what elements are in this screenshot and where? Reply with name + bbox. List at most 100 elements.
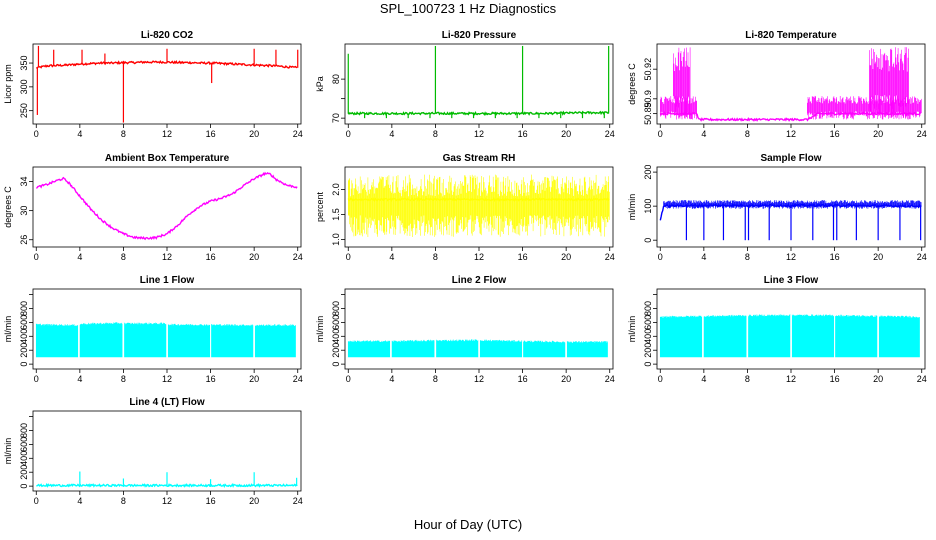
panel-5-title: Gas Stream RH xyxy=(443,153,516,164)
panel-2-ylabel: kPa xyxy=(315,76,325,92)
panel-2-title: Li-820 Pressure xyxy=(442,30,517,41)
panel-7-area xyxy=(35,322,296,358)
panel-2-xtick-label-3: 8 xyxy=(433,129,438,139)
panel-9-xtick-label-4: 12 xyxy=(786,374,796,384)
panel-9-area xyxy=(659,314,920,358)
panel-2-ytick-label-3: 80 xyxy=(331,74,341,84)
panel-9-xtick-label-2: 4 xyxy=(701,374,706,384)
panel-6-xtick-label-4: 12 xyxy=(786,252,796,262)
panel-6-data xyxy=(659,200,922,241)
panel-4-xtick-label-5: 16 xyxy=(206,252,216,262)
panel-9-ytick-label-2: 200 xyxy=(643,343,653,358)
panel-8-xtick-label-4: 12 xyxy=(474,374,484,384)
panel-4-xtick-label-4: 12 xyxy=(162,252,172,262)
panel-7-xtick-label-6: 20 xyxy=(249,374,259,384)
panel-4-title: Ambient Box Temperature xyxy=(105,153,230,164)
panel-3-ytick-label-1: 50.89 xyxy=(643,102,653,125)
panel-8-xtick-label-2: 4 xyxy=(389,374,394,384)
panel-1-ytick-label-3: 350 xyxy=(19,56,29,71)
panel-10-ylabel: ml/min xyxy=(3,438,13,465)
panel-9-ytick-label-1: 0 xyxy=(643,362,653,367)
panel-3-noise-band xyxy=(807,95,922,120)
panel-3-noise-band xyxy=(673,47,691,119)
panel-3-xtick-label-7: 24 xyxy=(917,129,927,139)
panel-10-xtick-label-6: 20 xyxy=(249,496,259,506)
panel-4: Ambient Box Temperature degrees C 0 4 8 12 16 2… xyxy=(3,153,303,262)
panel-1-xtick-label-2: 4 xyxy=(77,129,82,139)
panel-2: Li-820 Pressure kPa 0 4 8 12 16 20 24 70 80 xyxy=(315,30,615,139)
panel-4-series-line xyxy=(35,171,298,241)
panel-6-xtick-label-6: 20 xyxy=(873,252,883,262)
panel-6-xtick-label-1: 0 xyxy=(658,252,663,262)
panel-9-ytick-label-5: 800 xyxy=(643,301,653,316)
panel-8-xtick-label-5: 16 xyxy=(518,374,528,384)
panel-4-ytick-label-1: 26 xyxy=(19,235,29,245)
panel-8-xtick-label-3: 8 xyxy=(433,374,438,384)
panel-8-ytick-label-2: 200 xyxy=(331,343,341,358)
panel-2-xtick-label-4: 12 xyxy=(474,129,484,139)
panel-9-ytick-label-3: 400 xyxy=(643,329,653,344)
panel-10-xtick-label-2: 4 xyxy=(77,496,82,506)
panel-7-ytick-label-3: 400 xyxy=(19,329,29,344)
panel-1-xtick-label-1: 0 xyxy=(34,129,39,139)
panel-5-ytick-label-3: 2.0 xyxy=(331,183,341,196)
panel-9-xtick-label-3: 8 xyxy=(745,374,750,384)
panel-3-xtick-label-3: 8 xyxy=(745,129,750,139)
panel-2-xtick-label-5: 16 xyxy=(518,129,528,139)
panel-2-xtick-label-1: 0 xyxy=(346,129,351,139)
x-axis-caption: Hour of Day (UTC) xyxy=(413,517,523,532)
panel-8: Line 2 Flow ml/min 0 4 8 12 16 20 24 0 20040060080… xyxy=(315,275,615,384)
panel-9-xtick-label-7: 24 xyxy=(917,374,927,384)
panel-6-ytick-label-1: 0 xyxy=(643,238,653,243)
panel-1-series-line xyxy=(35,59,298,70)
panel-10-ytick-label-4: 600 xyxy=(19,437,29,452)
panel-9-xtick-label-5: 16 xyxy=(830,374,840,384)
panel-4-data xyxy=(35,171,298,241)
panel-6-xtick-label-2: 4 xyxy=(701,252,706,262)
panel-8-ytick-label-4: 600 xyxy=(331,315,341,330)
panel-6-xtick-label-3: 8 xyxy=(745,252,750,262)
panel-1-xtick-label-6: 20 xyxy=(249,129,259,139)
panel-7: Line 1 Flow ml/min 0 4 8 12 16 20 24 0 20040060080… xyxy=(3,275,303,384)
panel-7-xtick-label-7: 24 xyxy=(293,374,303,384)
panel-6-ytick-label-2: 100 xyxy=(643,199,653,214)
panel-4-xtick-label-1: 0 xyxy=(34,252,39,262)
panel-7-ytick-label-4: 600 xyxy=(19,315,29,330)
panel-1-title: Li-820 CO2 xyxy=(141,30,194,41)
panel-10-xtick-label-7: 24 xyxy=(293,496,303,506)
panel-3-xtick-label-6: 20 xyxy=(873,129,883,139)
panel-7-ytick-label-2: 200 xyxy=(19,343,29,358)
panel-4-ylabel: degrees C xyxy=(3,186,13,228)
panel-6-ylabel: ml/min xyxy=(627,194,637,221)
panel-4-xtick-label-2: 4 xyxy=(77,252,82,262)
panel-10-ytick-label-1: 0 xyxy=(19,484,29,489)
panel-10-xtick-label-3: 8 xyxy=(121,496,126,506)
panel-10-data xyxy=(36,471,298,488)
panel-9-ylabel: ml/min xyxy=(627,316,637,343)
panel-10-xtick-label-4: 12 xyxy=(162,496,172,506)
panel-5-xtick-label-2: 4 xyxy=(389,252,394,262)
panel-3: Li-820 Temperature degrees C 0 4 8 12 16 20 24 50… xyxy=(627,30,927,139)
panel-3-xtick-label-5: 16 xyxy=(830,129,840,139)
panel-9-ytick-label-4: 600 xyxy=(643,315,653,330)
panel-1: Li-820 CO2 Licor ppm 0 4 8 12 16 20 24 250 300 350 xyxy=(3,30,303,139)
panel-5-xtick-label-6: 20 xyxy=(561,252,571,262)
panel-9-xtick-label-1: 0 xyxy=(658,374,663,384)
panel-8-xtick-label-6: 20 xyxy=(561,374,571,384)
panel-5-ytick-label-2: 1.5 xyxy=(331,208,341,221)
panel-8-ytick-label-1: 0 xyxy=(331,362,341,367)
panel-8-xtick-label-7: 24 xyxy=(605,374,615,384)
panel-2-xtick-label-2: 4 xyxy=(389,129,394,139)
panel-7-xtick-label-1: 0 xyxy=(34,374,39,384)
panel-10: Line 4 (LT) Flow ml/min 0 4 8 12 16 20 24 0 200400… xyxy=(3,397,303,506)
panel-4-frame xyxy=(32,166,302,248)
panel-7-data xyxy=(35,322,296,358)
panel-3-noise-band xyxy=(869,47,909,119)
panel-3-ytick-label-3: 50.92 xyxy=(643,58,653,81)
panel-1-data xyxy=(35,45,299,123)
panel-6-ytick-label-3: 200 xyxy=(643,165,653,180)
panel-7-ytick-label-5: 800 xyxy=(19,301,29,316)
panel-5: Gas Stream RH percent 0 4 8 12 16 20 24 1.0 1.5 2.0 xyxy=(315,153,615,262)
panel-1-ytick-label-2: 300 xyxy=(19,79,29,94)
